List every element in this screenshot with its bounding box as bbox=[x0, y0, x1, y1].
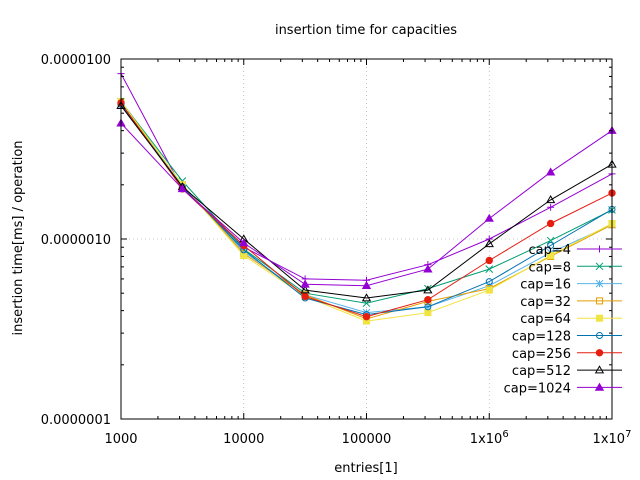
legend-entry: cap=1024 bbox=[504, 381, 622, 396]
point-marker bbox=[424, 309, 432, 317]
legend-label: cap=512 bbox=[512, 364, 571, 379]
tick-labels: 1000 10000 100000 1x106 1x107 0.0000100 0.0000… bbox=[41, 53, 632, 447]
point-marker bbox=[300, 285, 310, 294]
legend: cap=4 cap=8 cap=16 cap=32 cap=64 cap=128 cap=2… bbox=[504, 243, 622, 396]
point-marker bbox=[300, 279, 310, 288]
legend-entry: cap=32 bbox=[520, 295, 622, 310]
legend-label: cap=1024 bbox=[504, 381, 571, 396]
point-marker bbox=[485, 235, 493, 243]
point-marker bbox=[423, 264, 433, 273]
point-marker bbox=[545, 195, 556, 204]
legend-entry: cap=4 bbox=[528, 243, 622, 258]
point-marker bbox=[301, 292, 309, 301]
point-marker bbox=[424, 303, 432, 311]
point-marker bbox=[547, 251, 555, 259]
legend-entry: cap=256 bbox=[512, 347, 622, 362]
point-marker bbox=[596, 332, 603, 339]
point-marker bbox=[595, 279, 604, 288]
point-marker bbox=[485, 256, 493, 265]
y-axis-label: insertion time[ms] / operation bbox=[11, 140, 26, 335]
x-tick-label: 1000 bbox=[104, 432, 137, 447]
legend-entry: cap=8 bbox=[528, 260, 622, 275]
y-tick-label: 0.0000010 bbox=[41, 233, 111, 248]
legend-label: cap=256 bbox=[512, 347, 571, 362]
point-marker bbox=[594, 382, 605, 391]
point-marker bbox=[361, 293, 372, 302]
point-marker bbox=[546, 219, 555, 228]
point-marker bbox=[484, 239, 494, 248]
legend-label: cap=64 bbox=[520, 312, 571, 327]
point-marker bbox=[547, 203, 555, 211]
x-axis-label: entries[1] bbox=[334, 461, 397, 476]
legend-label: cap=32 bbox=[520, 295, 571, 310]
point-marker bbox=[547, 242, 555, 250]
legend-label: cap=8 bbox=[528, 260, 571, 275]
point-marker bbox=[362, 313, 371, 321]
point-marker bbox=[594, 365, 605, 374]
y-tick-label: 0.0000100 bbox=[41, 53, 111, 68]
point-marker bbox=[595, 262, 604, 271]
series-cap-1024 bbox=[116, 118, 617, 290]
point-marker bbox=[485, 278, 493, 286]
x-tick-label: 1x106 bbox=[470, 429, 509, 447]
legend-label: cap=16 bbox=[520, 278, 571, 293]
point-marker bbox=[424, 296, 432, 304]
series-line bbox=[120, 105, 613, 299]
plot-frame bbox=[120, 58, 613, 420]
point-marker bbox=[484, 213, 494, 222]
point-marker bbox=[239, 238, 249, 247]
legend-entry: cap=64 bbox=[520, 312, 622, 327]
x-tick-label: 1x107 bbox=[593, 429, 632, 447]
point-marker bbox=[362, 308, 371, 317]
x-tick-label: 100000 bbox=[342, 432, 392, 447]
x-tick-label: 10000 bbox=[223, 432, 264, 447]
point-marker bbox=[596, 314, 603, 322]
point-marker bbox=[177, 184, 188, 193]
chart-title: insertion time for capacities bbox=[275, 23, 457, 38]
point-marker bbox=[595, 349, 604, 357]
series-lines bbox=[116, 70, 617, 325]
point-marker bbox=[423, 285, 433, 294]
point-marker bbox=[596, 245, 603, 253]
legend-label: cap=128 bbox=[512, 330, 571, 345]
legend-entry: cap=512 bbox=[512, 364, 622, 379]
legend-label: cap=4 bbox=[528, 243, 571, 258]
point-marker bbox=[485, 265, 494, 274]
point-marker bbox=[361, 280, 372, 290]
point-marker bbox=[239, 247, 248, 256]
legend-entry: cap=16 bbox=[520, 278, 622, 293]
legend-entry: cap=128 bbox=[512, 330, 622, 345]
y-tick-label: 0.0000001 bbox=[41, 413, 111, 428]
point-marker bbox=[485, 286, 493, 294]
point-marker bbox=[596, 297, 603, 305]
point-marker bbox=[545, 167, 556, 176]
